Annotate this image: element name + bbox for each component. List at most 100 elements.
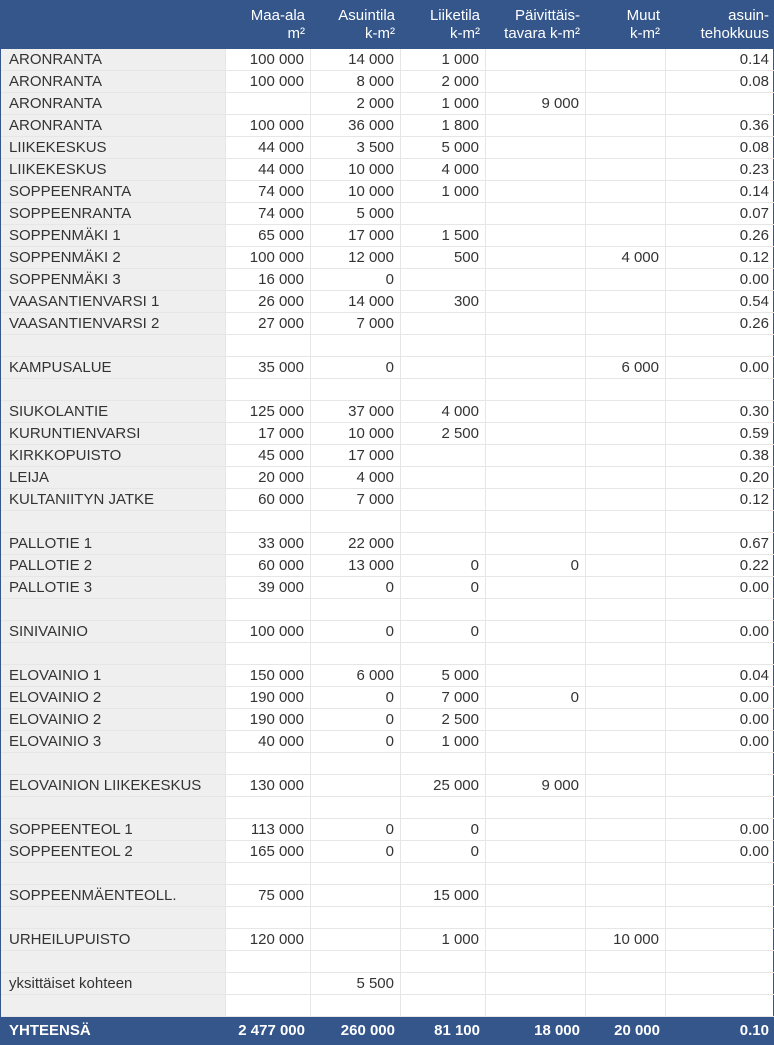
cell-value: 36 000 [311, 115, 401, 137]
row-label [1, 995, 226, 1017]
cell-value: 0.00 [666, 841, 774, 863]
row-label: ELOVAINIO 3 [1, 731, 226, 753]
cell-value [586, 665, 666, 687]
cell-value: 125 000 [226, 401, 311, 423]
col-header-asuintila: Asuintila k-m² [311, 1, 401, 49]
cell-value: 0 [311, 577, 401, 599]
cell-value [666, 775, 774, 797]
cell-value: 150 000 [226, 665, 311, 687]
cell-value: 0 [311, 841, 401, 863]
cell-value [486, 335, 586, 357]
cell-value [486, 533, 586, 555]
row-label [1, 379, 226, 401]
table-row [1, 907, 773, 929]
cell-value [486, 225, 586, 247]
cell-value: 0.38 [666, 445, 774, 467]
cell-value [401, 379, 486, 401]
cell-value [586, 181, 666, 203]
table-row [1, 753, 773, 775]
cell-value [401, 269, 486, 291]
cell-value [666, 335, 774, 357]
cell-value [586, 709, 666, 731]
cell-value: 0.26 [666, 225, 774, 247]
cell-value [586, 467, 666, 489]
cell-value [586, 445, 666, 467]
cell-value: 60 000 [226, 489, 311, 511]
totals-paivittais: 18 000 [486, 1017, 586, 1044]
col-header-muut: Muut k-m² [586, 1, 666, 49]
cell-value [486, 489, 586, 511]
row-label [1, 599, 226, 621]
cell-value [401, 863, 486, 885]
cell-value: 75 000 [226, 885, 311, 907]
table-row: ARONRANTA100 00036 0001 8000.36 [1, 115, 773, 137]
row-label: SIUKOLANTIE [1, 401, 226, 423]
cell-value [586, 885, 666, 907]
cell-value [586, 203, 666, 225]
totals-liiketila: 81 100 [401, 1017, 486, 1044]
cell-value [401, 511, 486, 533]
cell-value: 27 000 [226, 313, 311, 335]
cell-value: 15 000 [401, 885, 486, 907]
row-label [1, 643, 226, 665]
cell-value: 1 500 [401, 225, 486, 247]
table-header-row: Maa-ala m² Asuintila k-m² Liiketila k-m²… [1, 1, 773, 49]
cell-value [586, 533, 666, 555]
cell-value: 190 000 [226, 687, 311, 709]
cell-value [486, 841, 586, 863]
cell-value: 17 000 [311, 225, 401, 247]
cell-value [311, 379, 401, 401]
cell-value [226, 93, 311, 115]
table-row: PALLOTIE 339 000000.00 [1, 577, 773, 599]
cell-value [586, 489, 666, 511]
cell-value: 0.04 [666, 665, 774, 687]
row-label: KULTANIITYN JATKE [1, 489, 226, 511]
row-label [1, 951, 226, 973]
cell-value: 8 000 [311, 71, 401, 93]
row-label: PALLOTIE 2 [1, 555, 226, 577]
cell-value [311, 643, 401, 665]
table-row [1, 863, 773, 885]
cell-value [311, 863, 401, 885]
cell-value [226, 335, 311, 357]
cell-value [666, 643, 774, 665]
table-row: KURUNTIENVARSI17 00010 0002 5000.59 [1, 423, 773, 445]
row-label: KURUNTIENVARSI [1, 423, 226, 445]
cell-value [311, 995, 401, 1017]
cell-value [401, 489, 486, 511]
cell-value [586, 643, 666, 665]
cell-value [586, 291, 666, 313]
table-row: ELOVAINIO 1150 0006 0005 0000.04 [1, 665, 773, 687]
cell-value: 1 800 [401, 115, 486, 137]
cell-value [311, 885, 401, 907]
row-label: SOPPENMÄKI 2 [1, 247, 226, 269]
cell-value: 1 000 [401, 93, 486, 115]
cell-value [586, 71, 666, 93]
cell-value [586, 973, 666, 995]
row-label: KAMPUSALUE [1, 357, 226, 379]
cell-value [486, 621, 586, 643]
row-label: SOPPEENMÄENTEOLL. [1, 885, 226, 907]
row-label: SOPPENMÄKI 3 [1, 269, 226, 291]
row-label: LIIKEKESKUS [1, 159, 226, 181]
cell-value: 10 000 [311, 423, 401, 445]
cell-value: 100 000 [226, 49, 311, 71]
cell-value [586, 401, 666, 423]
cell-value: 0 [311, 357, 401, 379]
cell-value: 4 000 [311, 467, 401, 489]
cell-value [586, 621, 666, 643]
cell-value [586, 731, 666, 753]
table-row: VAASANTIENVARSI 227 0007 0000.26 [1, 313, 773, 335]
col-header-liiketila: Liiketila k-m² [401, 1, 486, 49]
cell-value [666, 93, 774, 115]
cell-value [586, 599, 666, 621]
cell-value: 17 000 [226, 423, 311, 445]
cell-value: 0 [311, 709, 401, 731]
cell-value: 45 000 [226, 445, 311, 467]
cell-value: 17 000 [311, 445, 401, 467]
table-row: SOPPENMÄKI 316 00000.00 [1, 269, 773, 291]
cell-value [401, 643, 486, 665]
cell-value: 165 000 [226, 841, 311, 863]
row-label: ARONRANTA [1, 115, 226, 137]
table-row: ELOVAINION LIIKEKESKUS130 00025 0009 000 [1, 775, 773, 797]
